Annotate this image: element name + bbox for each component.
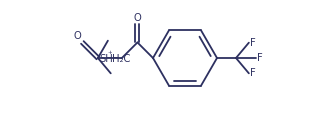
Text: H₂C: H₂C	[112, 54, 130, 64]
Text: SH: SH	[99, 54, 113, 64]
Text: F: F	[250, 68, 255, 78]
Text: F: F	[250, 38, 255, 48]
Text: O: O	[74, 31, 81, 41]
Text: ⁺: ⁺	[108, 51, 112, 60]
Text: O: O	[134, 13, 141, 23]
Text: F: F	[257, 53, 263, 63]
